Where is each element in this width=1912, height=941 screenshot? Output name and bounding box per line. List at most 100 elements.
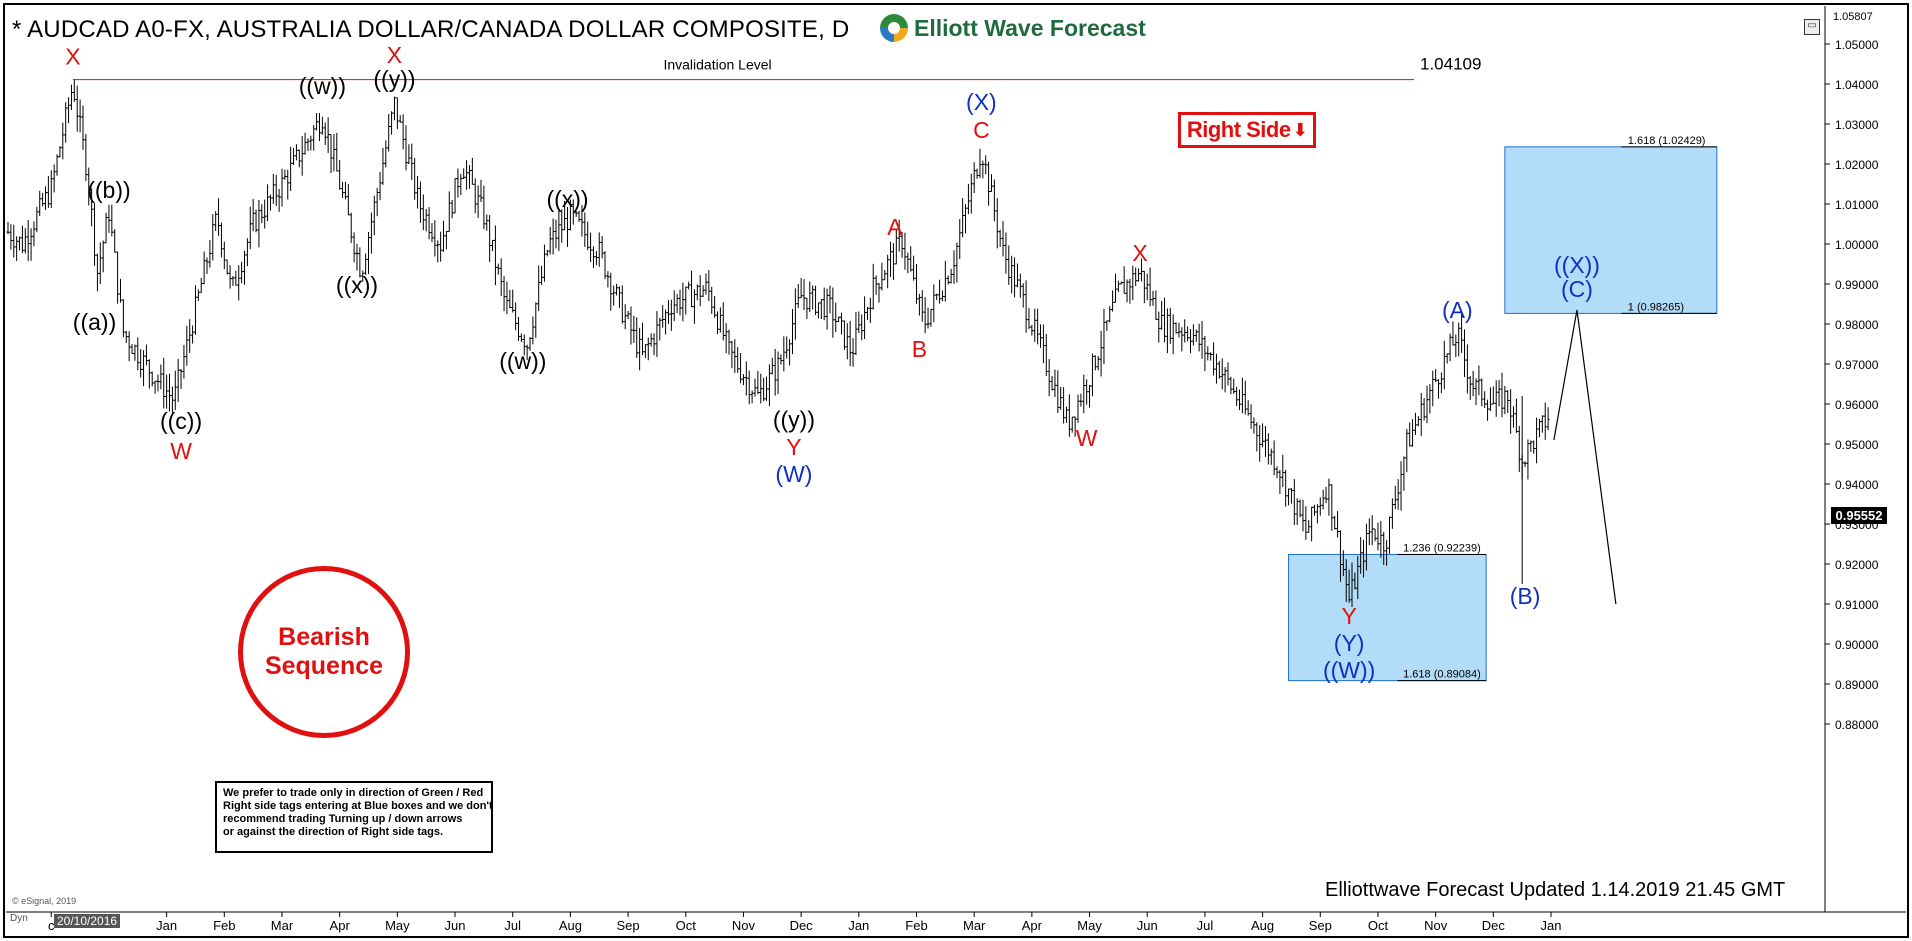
x-tick-label: Nov [1424, 918, 1448, 933]
wave-label: (Y) [1334, 630, 1365, 656]
y-tick-label: 1.05000 [1835, 38, 1879, 52]
brand-logo-icon [880, 14, 908, 42]
x-tick-label: May [1077, 918, 1102, 933]
x-tick-label: Nov [732, 918, 756, 933]
note-line: or against the direction of Right side t… [223, 826, 444, 838]
wave-label: ((a)) [73, 309, 116, 335]
bearish-line2: Sequence [264, 652, 384, 680]
wave-label: X [1132, 240, 1147, 266]
wave-label: X [387, 42, 402, 68]
wave-label: Y [786, 434, 801, 460]
wave-label: A [887, 214, 903, 240]
wave-label: (B) [1510, 583, 1541, 609]
bearish-line1: Bearish [278, 623, 370, 651]
x-tick-label: Jan [1541, 918, 1562, 933]
x-tick-label: Jul [504, 918, 521, 933]
current-price-tag: 0.95552 [1831, 507, 1887, 524]
x-tick-label: Dec [790, 918, 814, 933]
price-bars [6, 79, 1550, 607]
x-tick-label: Mar [271, 918, 294, 933]
wave-label: ((x)) [546, 186, 588, 212]
x-tick-label: Jan [156, 918, 177, 933]
y-tick-label: 0.92000 [1835, 558, 1879, 572]
x-tick-label: Dec [1482, 918, 1506, 933]
annotation-lines: Invalidation Level 1.04109 [72, 55, 1617, 605]
x-tick-label: Sep [617, 918, 640, 933]
fib-level-label: 1 (0.98265) [1628, 301, 1684, 313]
fib-target-box [1288, 553, 1487, 682]
x-tick-label: Oct [676, 918, 697, 933]
x-tick-label: May [385, 918, 410, 933]
wave-label: B [912, 336, 927, 362]
y-tick-label: 0.97000 [1835, 358, 1879, 372]
wave-label: ((X)) [1554, 252, 1600, 278]
fib-level-label: 1.618 (0.89084) [1403, 669, 1481, 681]
maximize-icon[interactable]: ▭ [1804, 19, 1820, 35]
y-tick-label: 0.99000 [1835, 278, 1879, 292]
update-footer: Elliottwave Forecast Updated 1.14.2019 2… [1325, 879, 1786, 901]
y-tick-label: 0.90000 [1835, 638, 1879, 652]
wave-label: ((w)) [299, 73, 346, 99]
y-tick-label: 1.00000 [1835, 238, 1879, 252]
trading-note: We prefer to trade only in direction of … [215, 781, 493, 853]
x-tick-label: Aug [559, 918, 582, 933]
note-line: recommend trading Turning up / down arro… [223, 813, 463, 825]
invalidation-label: Invalidation Level [663, 57, 771, 73]
fib-target-box [1504, 146, 1718, 314]
x-tick-label: Apr [330, 918, 351, 933]
wave-label: W [1076, 425, 1098, 451]
y-tick-label: 0.89000 [1835, 678, 1879, 692]
y-tick-label: 1.02000 [1835, 158, 1879, 172]
x-tick-label: Jul [1197, 918, 1214, 933]
x-tick-label: Jun [1137, 918, 1158, 933]
right-side-tag: Right Side ⬇ [1178, 112, 1316, 148]
wave-label: ((W)) [1323, 657, 1375, 683]
chart-border [3, 3, 1909, 938]
note-line: Right side tags entering at Blue boxes a… [223, 800, 493, 812]
wave-label: ((c)) [160, 408, 202, 434]
dyn-label: Dyn [10, 913, 28, 924]
y-tick-label: 1.01000 [1835, 198, 1879, 212]
wave-label: X [65, 43, 80, 69]
y-tick-label: 0.94000 [1835, 478, 1879, 492]
chart-title: * AUDCAD A0-FX, AUSTRALIA DOLLAR/CANADA … [12, 16, 850, 43]
price-axis: 1.05000 1.04000 1.03000 1.02000 1.01000 1.000… [1825, 38, 1879, 732]
date-box: 20/10/2016 [54, 914, 121, 928]
right-side-label: Right Side [1186, 117, 1291, 142]
note-line: We prefer to trade only in direction of … [223, 787, 484, 799]
x-tick-label: Sep [1309, 918, 1332, 933]
y-tick-label: 0.88000 [1835, 718, 1879, 732]
wave-label: C [973, 117, 990, 143]
invalidation-value: 1.04109 [1420, 55, 1481, 74]
wave-label: ((y)) [373, 66, 415, 92]
wave-label: (W) [775, 461, 812, 487]
wave-label: ((b)) [87, 177, 130, 203]
time-axis: c Jan Feb Mar Apr May Jun Jul Aug Sep Oct Nov Dec Jan… [48, 912, 1561, 933]
x-tick-label: Jan [848, 918, 869, 933]
wave-label: ((w)) [499, 348, 546, 374]
copyright: © eSignal, 2019 [12, 896, 77, 906]
wave-labels: X((b))((a))((c))W((w))((x))X((y))((w))((… [65, 42, 1600, 683]
projection-path [1553, 309, 1617, 605]
wave-label: W [170, 438, 192, 464]
wave-label: ((y)) [773, 407, 815, 433]
y-tick-label: 1.04000 [1835, 78, 1879, 92]
brand: Elliott Wave Forecast [880, 14, 1146, 42]
wave-label: (A) [1442, 297, 1473, 323]
x-tick-label: Feb [213, 918, 235, 933]
y-tick-label: 0.91000 [1835, 598, 1879, 612]
x-tick-label: Aug [1251, 918, 1274, 933]
outer-border [3, 3, 1909, 938]
x-tick-label: Feb [905, 918, 927, 933]
x-tick-label: Oct [1368, 918, 1389, 933]
fib-level-label: 1.618 (1.02429) [1628, 135, 1706, 147]
x-tick-label: c [48, 918, 55, 933]
top-price-label: 1.05807 [1833, 11, 1873, 23]
brand-name: Elliott Wave Forecast [914, 14, 1146, 41]
fib-boxes: 1.236 (0.92239) 1.618 (0.89084) 1.618 (1.0… [1288, 135, 1718, 682]
x-tick-label: Mar [963, 918, 986, 933]
y-tick-label: 0.95000 [1835, 438, 1879, 452]
x-tick-label: Jun [445, 918, 466, 933]
wave-label: (X) [966, 89, 997, 115]
